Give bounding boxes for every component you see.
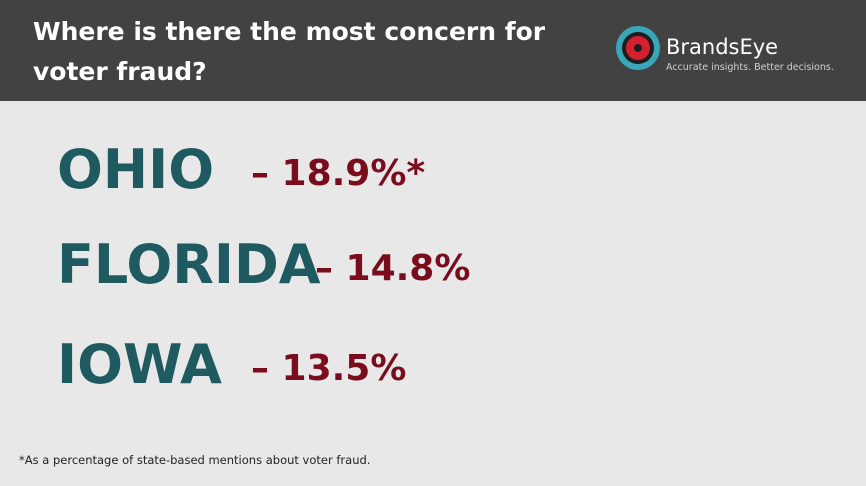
state-percentage: – 14.8% (315, 248, 471, 289)
page-title: Where is there the most concern for vote… (33, 17, 546, 86)
header-bar: Where is there the most concern for vote… (0, 0, 866, 101)
state-name: IOWA (57, 333, 222, 396)
state-percentage: – 13.5% (251, 348, 407, 389)
state-name: FLORIDA (57, 233, 321, 296)
target-circle-icon (616, 26, 660, 70)
state-name: OHIO (57, 138, 215, 201)
state-percentage: – 18.9%* (251, 153, 426, 194)
logo-bullseye (634, 44, 642, 52)
brand-block: BrandsEye Accurate insights. Better deci… (614, 24, 854, 78)
footnote: *As a percentage of state-based mentions… (19, 453, 371, 467)
brand-tagline: Accurate insights. Better decisions. (666, 62, 834, 73)
brand-name: BrandsEye (666, 35, 779, 59)
